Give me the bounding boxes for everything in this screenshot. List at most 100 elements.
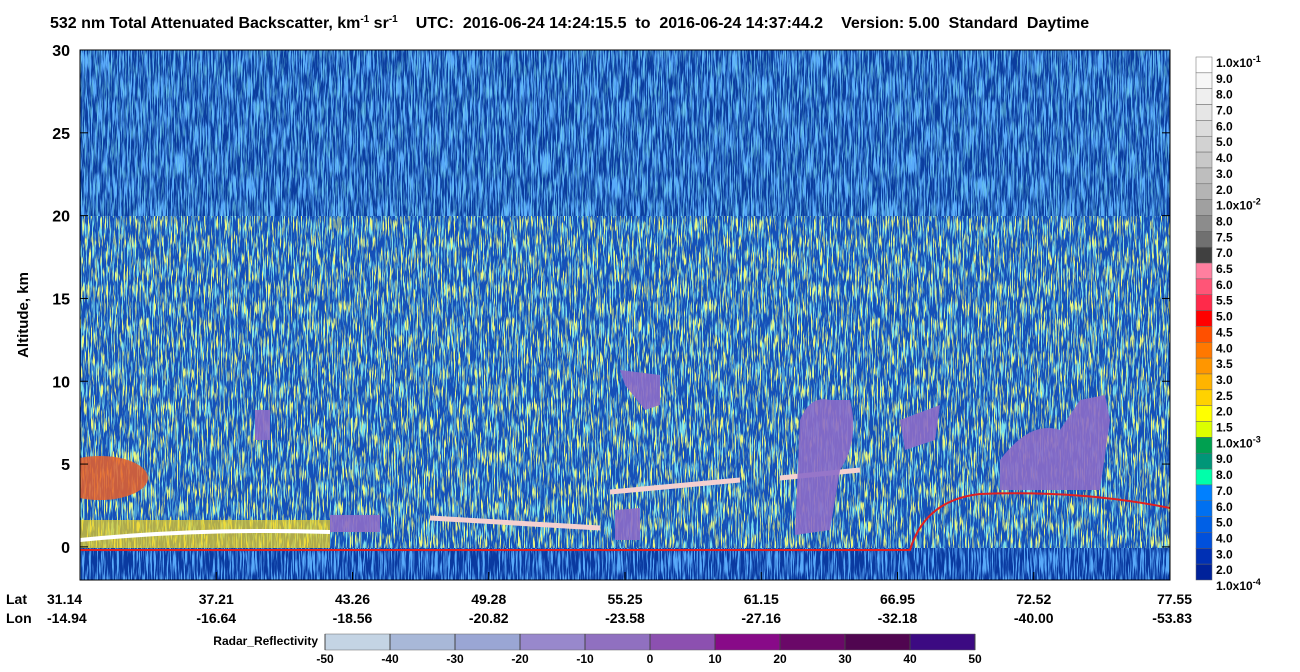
colorbar-swatch [1195, 405, 1213, 422]
colorbar-label: 7.0 [1216, 484, 1233, 498]
colorbar-label: 8.0 [1216, 468, 1233, 482]
colorbar-label: 8.0 [1216, 88, 1233, 102]
radar-swatch [454, 633, 521, 651]
radar-clouds [255, 370, 1110, 540]
colorbar-label: 4.0 [1216, 531, 1233, 545]
x-tick-lat: 66.95 [880, 591, 915, 607]
radar-tick-label: 20 [773, 652, 787, 666]
colorbar-label: 7.0 [1216, 104, 1233, 118]
colorbar-swatch [1195, 516, 1213, 533]
colorbar-label-mantissa: 1.0x10 [1216, 199, 1253, 213]
radar-swatch [714, 633, 781, 651]
colorbar-label: 4.0 [1216, 151, 1233, 165]
x-tick-lon: -18.56 [333, 610, 373, 626]
y-tick-label: 25 [52, 126, 70, 143]
colorbar-swatch [1195, 215, 1213, 232]
colorbar-label: 5.0 [1216, 516, 1233, 530]
colorbar-swatch [1195, 167, 1213, 185]
radar-swatch [389, 633, 456, 651]
x-tick-lat: 72.52 [1016, 591, 1051, 607]
x-tick-lon: -27.16 [741, 610, 781, 626]
colorbar-swatch [1195, 310, 1213, 327]
radar-tick-label: 30 [838, 652, 852, 666]
colorbar-swatch [1195, 104, 1213, 121]
y-tick-label: 10 [52, 374, 70, 391]
colorbar-swatch [1195, 437, 1213, 454]
colorbar-swatch [1195, 278, 1213, 295]
colorbar-swatch [1195, 389, 1213, 406]
colorbar-swatch [1195, 294, 1213, 311]
aerosol-layer [80, 456, 148, 500]
colorbar-label: 1.0x10-3 [1216, 434, 1261, 450]
colorbar-swatch [1195, 484, 1213, 502]
radar-tick-label: -50 [316, 652, 334, 666]
cloud-top [80, 529, 331, 542]
colorbar-swatch [1195, 135, 1213, 153]
colorbar-label: 1.0x10-2 [1216, 197, 1261, 213]
surface-line [80, 492, 1170, 551]
x-tick-lat: 31.14 [47, 591, 82, 607]
colorbar-label: 8.0 [1216, 214, 1233, 228]
x-tick-lat: 61.15 [744, 591, 779, 607]
lon-label: Lon [6, 610, 32, 626]
radar-tick-label: 0 [647, 652, 654, 666]
colorbar-label: 2.0 [1216, 405, 1233, 419]
colorbar-label-exp: -2 [1253, 197, 1261, 207]
colorbar-swatch [1195, 151, 1213, 169]
radar-tick-label: -10 [576, 652, 594, 666]
colorbar-label: 7.5 [1216, 230, 1233, 244]
colorbar-label: 2.0 [1216, 563, 1233, 577]
colorbar-label: 6.0 [1216, 278, 1233, 292]
colorbar-label-exp: -3 [1253, 434, 1261, 444]
colorbar-swatch [1195, 120, 1213, 137]
colorbar-label: 3.5 [1216, 357, 1233, 371]
colorbar-swatch [1195, 500, 1213, 517]
x-tick-lon: -53.83 [1152, 610, 1192, 626]
colorbar-label: 5.0 [1216, 135, 1233, 149]
colorbar-label: 6.0 [1216, 500, 1233, 514]
y-tick-label: 20 [52, 209, 70, 226]
x-tick-lon: -23.58 [605, 610, 645, 626]
radar-swatch [519, 633, 586, 651]
x-tick-lat: 55.25 [607, 591, 642, 607]
colorbar-label: 9.0 [1216, 452, 1233, 466]
y-axis-label: Altitude, km [15, 272, 32, 358]
colorbar-swatch [1195, 88, 1213, 105]
curtain-image [80, 50, 1170, 580]
x-tick-lat: 49.28 [471, 591, 506, 607]
radar-label: Radar_Reflectivity [213, 634, 318, 648]
y-tick-label: 30 [52, 43, 70, 60]
colorbar-label: 3.0 [1216, 167, 1233, 181]
colorbar-swatch [1195, 342, 1213, 359]
colorbar-label: 9.0 [1216, 72, 1233, 86]
y-tick-label: 0 [61, 540, 70, 557]
colorbar-swatch [1195, 199, 1213, 216]
colorbar-label: 5.0 [1216, 310, 1233, 324]
colorbar-label: 3.0 [1216, 547, 1233, 561]
radar-swatch [324, 633, 391, 651]
colorbar-swatch [1195, 468, 1213, 486]
colorbar-swatch [1195, 326, 1213, 343]
colorbar-swatch [1195, 72, 1213, 89]
colorbar-label: 2.0 [1216, 183, 1233, 197]
x-tick-lon: -20.82 [469, 610, 509, 626]
colorbar-label-exp: -1 [1253, 54, 1261, 64]
colorbar-swatch [1195, 452, 1213, 470]
upper-noise-cyan [80, 50, 1170, 216]
colorbar-label: 1.0x10-1 [1216, 54, 1261, 70]
radar-tick-label: -30 [446, 652, 464, 666]
colorbar-swatch [1195, 231, 1213, 248]
x-tick-lat: 77.55 [1157, 591, 1192, 607]
radar-tick-label: 10 [708, 652, 722, 666]
colorbar-swatch [1195, 183, 1213, 200]
colorbar-swatch [1195, 246, 1213, 264]
colorbar-label: 2.5 [1216, 389, 1233, 403]
radar-swatch [779, 633, 846, 651]
radar-swatch [584, 633, 651, 651]
colorbar-swatch [1195, 357, 1213, 375]
colorbar-label: 6.5 [1216, 262, 1233, 276]
radar-swatch [909, 633, 976, 651]
radar-tick-label: 50 [968, 652, 982, 666]
chart-title: 532 nm Total Attenuated Backscatter, km-… [50, 14, 1089, 32]
